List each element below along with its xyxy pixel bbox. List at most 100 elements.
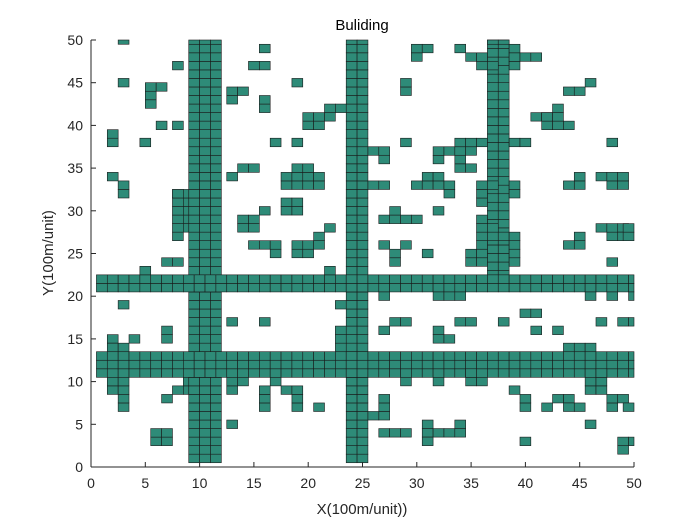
road-vertical-cell [345,223,358,233]
road-vertical-cell [487,159,499,169]
road-vertical-cell [487,90,499,101]
building-cell [117,78,130,88]
building-cell [421,43,434,54]
road-vertical-cell [345,172,358,182]
road-vertical-cell [497,108,510,118]
road-horizontal-cell [563,283,575,293]
road-horizontal-cell [487,274,499,284]
road-horizontal-cell [595,351,608,361]
road-horizontal-cell [443,274,456,284]
road-vertical-cell [356,231,369,241]
road-vertical-cell [210,146,222,156]
y-tick-label: 35 [67,160,83,176]
building-cell [497,231,510,241]
road-vertical-cell [345,342,358,353]
road-horizontal-cell [378,283,390,293]
road-vertical-cell [345,266,358,276]
building-cell [552,103,564,113]
building-cell [269,377,282,387]
building-cell [172,257,184,267]
road-vertical-cell [345,69,358,79]
road-vertical-cell [188,86,200,96]
road-horizontal-cell [573,274,586,284]
building-cell [421,180,434,190]
road-vertical-cell [188,445,200,455]
road-horizontal-cell [106,351,119,361]
road-vertical-cell [345,78,358,88]
building-cell [237,214,249,224]
building-cell [476,248,488,259]
building-cell [259,95,271,105]
road-vertical-cell [199,197,211,207]
road-vertical-cell [188,436,200,446]
building-cell [476,223,488,233]
road-horizontal-cell [172,351,184,361]
building-cell [563,180,575,190]
road-horizontal-cell [96,359,108,370]
building-cell [530,112,542,122]
building-cell [465,377,477,387]
road-vertical-cell [497,90,510,101]
road-horizontal-cell [172,368,184,378]
road-vertical-cell [210,163,222,173]
road-vertical-cell [210,137,222,148]
road-horizontal-cell [573,359,586,370]
road-vertical-cell [345,43,358,54]
road-vertical-cell [188,377,200,387]
road-horizontal-cell [106,359,119,370]
building-cell [313,112,325,122]
road-horizontal-cell [259,368,271,378]
building-cell [400,377,412,387]
road-vertical-cell [210,86,222,96]
road-horizontal-cell [183,283,195,293]
road-vertical-cell [345,180,358,190]
road-vertical-cell [356,146,369,156]
building-cell [291,248,304,259]
road-horizontal-cell [161,274,173,284]
road-vertical-cell [210,39,222,45]
building-cell [563,402,575,412]
building-cell [530,325,542,335]
road-horizontal-cell [606,274,619,284]
road-vertical-cell [199,206,211,216]
road-horizontal-cell [345,351,358,361]
building-cell [183,214,190,224]
road-vertical-cell [188,240,200,250]
road-horizontal-cell [443,368,456,378]
road-horizontal-cell [411,359,423,370]
road-vertical-cell [345,189,358,199]
road-horizontal-cell [432,359,445,370]
road-horizontal-cell [519,359,532,370]
road-vertical-cell [356,52,369,62]
road-horizontal-cell [595,283,608,293]
road-horizontal-cell [280,283,293,293]
road-vertical-cell [188,43,200,54]
road-horizontal-cell [172,359,184,370]
road-horizontal-cell [259,351,271,361]
building-cell [155,82,168,92]
x-tick-label: 45 [572,475,588,491]
road-vertical-cell [497,167,510,177]
building-cell [237,163,249,173]
road-vertical-cell [199,52,211,62]
building-cell [476,180,488,190]
road-vertical-cell [487,133,499,143]
road-horizontal-cell [563,368,575,378]
building-cell [497,39,510,45]
building-cell [389,257,401,267]
road-vertical-cell [188,39,200,45]
building-cell [389,428,401,438]
building-cell [530,308,542,318]
road-vertical-cell [199,43,211,54]
road-vertical-cell [345,146,358,156]
building-cell [606,223,619,233]
building-cell [465,257,477,267]
building-cell [226,419,238,429]
road-vertical-cell [497,65,510,75]
building-cell [226,86,238,96]
road-vertical-cell [497,116,510,126]
building-cell [128,334,141,344]
building-cell [508,43,521,54]
road-vertical-cell [210,172,222,182]
road-horizontal-cell [117,368,130,378]
